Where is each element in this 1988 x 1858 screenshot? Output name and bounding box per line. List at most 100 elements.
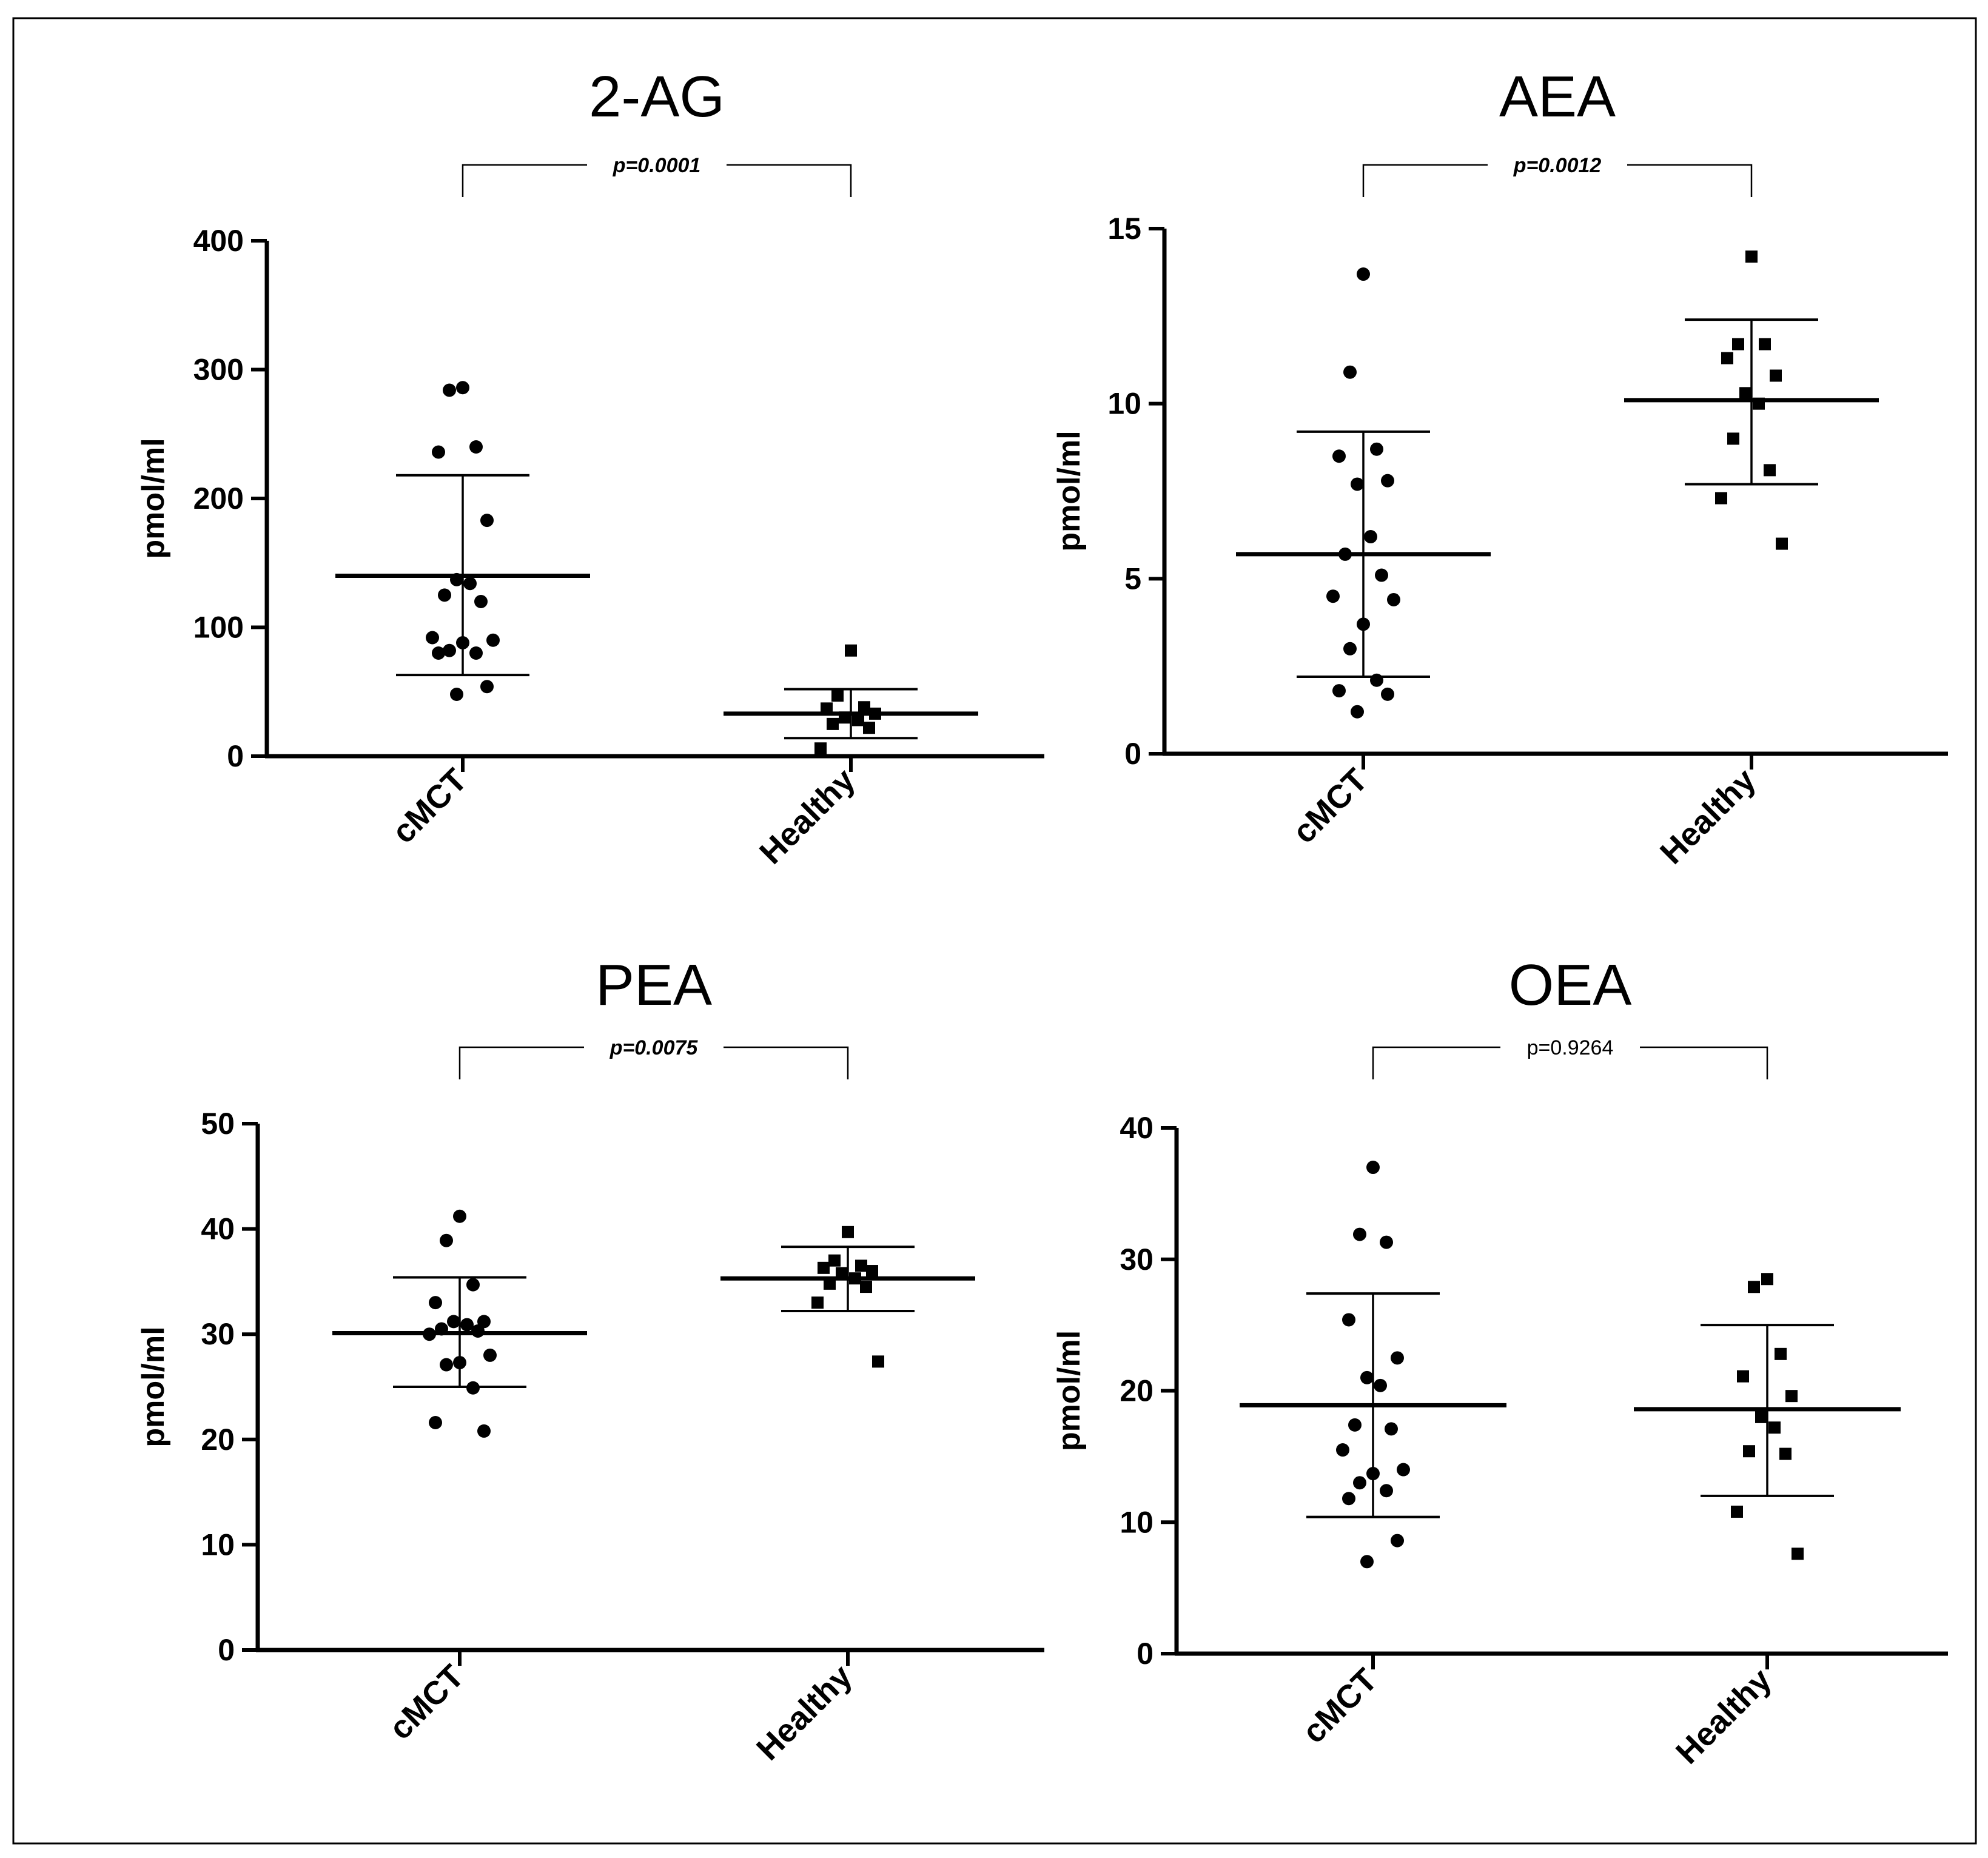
series-healthy [1634,1273,1901,1560]
data-point [814,742,827,755]
p-bracket-right [727,164,852,197]
data-point [1391,1534,1404,1548]
data-point [1338,547,1352,561]
data-point [1332,449,1346,463]
data-point [469,646,483,660]
data-point [1759,338,1771,350]
data-point [1357,617,1370,631]
data-point [456,381,469,395]
data-point [1753,397,1765,410]
y-tick-label: 0 [1137,1637,1154,1671]
data-point [1364,530,1377,544]
data-point [849,1272,861,1285]
y-tick-label: 30 [201,1317,235,1351]
data-point [1366,1467,1380,1481]
data-point [845,644,857,657]
data-point [824,1277,836,1290]
data-point [1375,568,1388,582]
data-point [1768,1421,1781,1434]
data-point [1732,338,1744,350]
data-point [466,1381,480,1395]
p-bracket-right [724,1046,849,1079]
data-point [839,711,851,724]
y-tick-label: 5 [1124,562,1141,595]
y-tick-label: 300 [193,353,244,387]
y-tick-label: 0 [1124,737,1141,771]
data-point [872,1355,884,1368]
data-point [474,595,488,608]
data-point [1748,1281,1760,1293]
p-bracket-left [1372,1046,1500,1079]
data-point [1343,365,1357,379]
data-point [429,1416,442,1430]
y-tick-label: 10 [1107,387,1141,421]
p-value-label: p=0.0075 [609,1036,699,1059]
data-point [1792,1548,1804,1560]
data-point [1381,474,1394,488]
series-healthy [1624,250,1879,550]
data-point [1348,1418,1362,1432]
y-tick-label: 20 [201,1423,235,1457]
data-point [1785,1390,1798,1403]
data-point [1332,684,1346,698]
panel-title: OEA [1509,953,1632,1018]
data-point [1739,387,1751,400]
data-point [450,688,463,701]
data-point [440,1233,453,1247]
data-point [1326,589,1340,603]
data-point [1727,432,1739,445]
data-point [443,643,456,657]
p-value-label: p=0.0012 [1513,154,1602,177]
data-point [447,1315,460,1329]
data-point [860,1281,872,1293]
y-tick-label: 400 [193,224,244,258]
y-axis-label: pmol/ml [1052,1330,1087,1451]
y-axis-label: pmol/ml [1052,431,1087,551]
data-point [423,1327,436,1341]
data-point [855,1259,867,1272]
data-point [432,445,445,459]
data-point [1353,1476,1366,1490]
data-point [1370,673,1383,687]
panel-title: PEA [596,953,712,1018]
p-bracket-left [1362,164,1488,197]
data-point [453,1356,466,1370]
data-point [858,701,870,714]
p-bracket-right [1640,1046,1768,1079]
y-tick-label: 10 [201,1528,235,1561]
p-bracket-right [1627,164,1753,197]
y-tick-label: 50 [201,1107,235,1141]
data-point [426,631,439,645]
data-point [1360,1555,1374,1569]
data-point [831,689,844,702]
data-point [1370,442,1383,456]
data-point [1391,1351,1404,1365]
data-point [1715,492,1727,505]
data-point [1351,705,1364,719]
data-point [450,572,463,586]
y-tick-label: 200 [193,481,244,515]
data-point [1380,1235,1393,1249]
data-point [1387,592,1400,606]
data-point [477,1424,491,1438]
data-point [1353,1227,1366,1241]
series-healthy [724,644,978,755]
data-point [1737,1370,1749,1383]
panel-title: AEA [1499,64,1616,129]
data-point [866,1265,878,1278]
data-point [1374,1378,1387,1392]
data-point [1360,1370,1374,1384]
y-axis-label: pmol/ml [136,438,171,558]
data-point [486,633,500,647]
data-point [1779,1447,1792,1460]
data-point [460,1318,474,1332]
y-tick-label: 40 [201,1212,235,1246]
data-point [477,1315,491,1329]
y-tick-label: 20 [1120,1374,1154,1408]
data-point [1342,1313,1355,1327]
data-point [1380,1484,1393,1498]
data-point [1381,687,1394,701]
panel-title: 2-AG [589,64,725,129]
y-tick-label: 10 [1120,1505,1154,1539]
